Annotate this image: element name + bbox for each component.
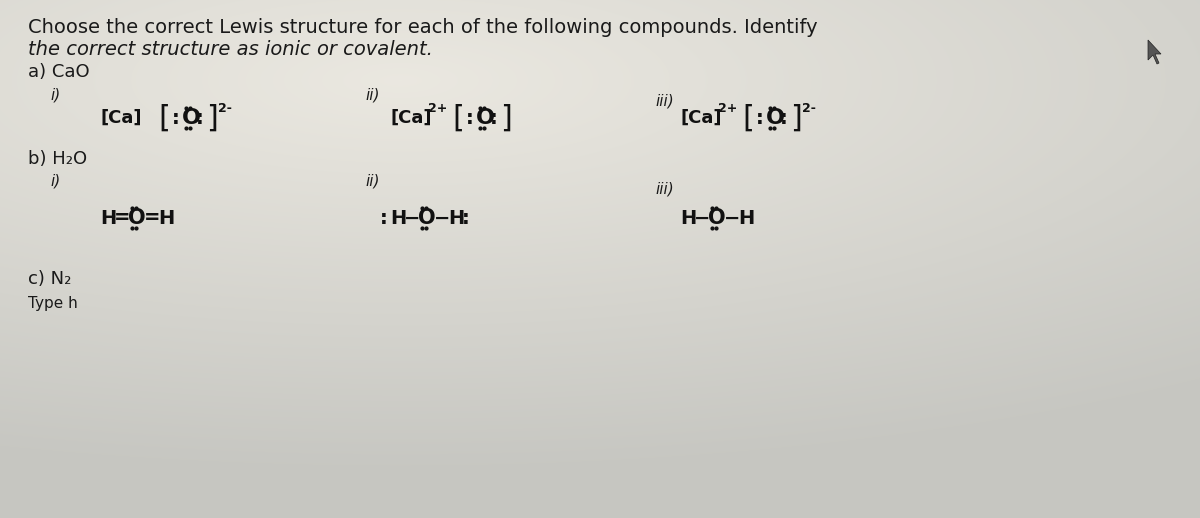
- Text: 2+: 2+: [718, 103, 737, 116]
- Text: H: H: [100, 209, 116, 227]
- Text: iii): iii): [655, 182, 673, 197]
- Text: −: −: [724, 209, 740, 227]
- Text: c) N₂: c) N₂: [28, 270, 71, 288]
- Text: O: O: [766, 108, 785, 128]
- Text: 2+: 2+: [428, 103, 448, 116]
- Text: iii): iii): [655, 93, 673, 108]
- Text: ii): ii): [365, 88, 379, 103]
- Text: [: [: [452, 104, 464, 133]
- Text: i): i): [50, 174, 60, 189]
- Text: H: H: [738, 209, 755, 227]
- Text: Type h: Type h: [28, 296, 78, 311]
- Text: [Ca]: [Ca]: [680, 109, 721, 127]
- Text: −: −: [694, 209, 710, 227]
- Text: O: O: [476, 108, 496, 128]
- Text: =: =: [144, 209, 161, 227]
- Text: −: −: [404, 209, 420, 227]
- Text: :: :: [462, 209, 469, 227]
- Text: :: :: [196, 108, 204, 127]
- Text: H: H: [448, 209, 464, 227]
- Text: ]: ]: [206, 104, 218, 133]
- Text: H: H: [390, 209, 407, 227]
- Text: ]: ]: [790, 104, 802, 133]
- Text: ii): ii): [365, 174, 379, 189]
- Text: b) H₂O: b) H₂O: [28, 150, 88, 168]
- Text: H: H: [158, 209, 174, 227]
- Text: H: H: [680, 209, 696, 227]
- Text: [: [: [158, 104, 170, 133]
- Text: [Ca]: [Ca]: [100, 109, 142, 127]
- Text: 2-: 2-: [802, 103, 816, 116]
- Text: O: O: [128, 208, 145, 228]
- Text: −: −: [434, 209, 450, 227]
- Text: O: O: [182, 108, 202, 128]
- Text: :: :: [380, 209, 388, 227]
- Text: a) CaO: a) CaO: [28, 63, 90, 81]
- Text: ]: ]: [500, 104, 512, 133]
- Text: =: =: [114, 209, 131, 227]
- Text: :: :: [466, 108, 474, 127]
- Text: :: :: [172, 108, 180, 127]
- Text: O: O: [418, 208, 436, 228]
- Polygon shape: [1148, 40, 1162, 64]
- Text: 2-: 2-: [218, 103, 232, 116]
- Text: :: :: [756, 108, 763, 127]
- Text: [Ca]: [Ca]: [390, 109, 432, 127]
- Text: O: O: [708, 208, 726, 228]
- Text: the correct structure as ionic or covalent.: the correct structure as ionic or covale…: [28, 40, 433, 59]
- Text: Choose the correct Lewis structure for each of the following compounds. Identify: Choose the correct Lewis structure for e…: [28, 18, 817, 37]
- Text: i): i): [50, 88, 60, 103]
- Text: :: :: [780, 108, 787, 127]
- Text: [: [: [742, 104, 754, 133]
- Text: :: :: [490, 108, 498, 127]
